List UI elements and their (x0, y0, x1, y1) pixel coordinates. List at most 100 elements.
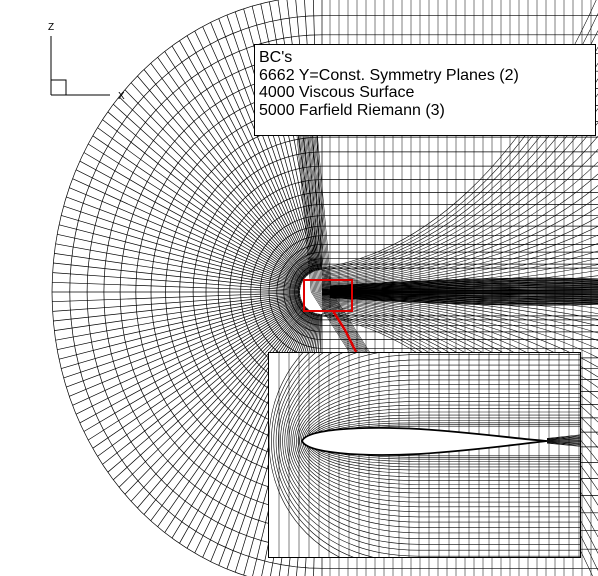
wake-cluster-line (329, 289, 598, 292)
radial-grid-line (157, 309, 309, 527)
zoom-connector (331, 310, 358, 353)
radial-grid-line (97, 303, 304, 457)
wake-cluster-line (329, 285, 598, 290)
inset-c-line (275, 353, 580, 557)
radial-grid-line (92, 135, 304, 281)
radial-grid-line (130, 307, 307, 502)
wake-grid-line (321, 122, 598, 279)
wake-cluster-line (329, 296, 598, 303)
radial-grid-line (63, 298, 302, 379)
wake-cluster-line (329, 281, 598, 288)
radial-grid-line (79, 301, 303, 424)
legend-title: BC's (259, 49, 293, 66)
wake-cluster-line (329, 295, 598, 303)
radial-grid-line (92, 303, 304, 449)
wake-cluster-line (329, 284, 598, 289)
inset-mesh (269, 353, 580, 557)
zoom-box (303, 279, 353, 312)
radial-grid-line (218, 18, 314, 272)
radial-grid-line (194, 311, 312, 554)
radial-grid-line (66, 196, 302, 286)
radial-grid-line (179, 310, 311, 544)
inset-c-line (273, 353, 375, 557)
wake-grid-line (321, 206, 598, 286)
airfoil-shape (301, 427, 548, 456)
radial-grid-line (113, 103, 306, 279)
wake-cluster-line (329, 284, 598, 290)
wake-grid-line (321, 108, 598, 278)
wake-cluster-line (329, 297, 598, 306)
c-grid-line (69, 15, 598, 569)
wake-cluster-line (329, 295, 598, 301)
inset-c-line (298, 384, 580, 498)
radial-grid-line (118, 306, 306, 488)
wake-cluster-line (329, 281, 598, 289)
c-grid-line (276, 244, 598, 340)
wake-cluster-line (329, 277, 598, 287)
wake-cluster-line (329, 294, 598, 300)
c-grid-line (86, 34, 598, 550)
wake-cluster-line (329, 290, 598, 292)
wake-grid-line (321, 173, 598, 283)
legend-entry-symmetry: 6662 Y=Const. Symmetry Planes (2) (259, 66, 519, 84)
wake-cluster-line (329, 286, 598, 290)
inset-wake-line (546, 437, 580, 440)
radial-grid-line (130, 82, 307, 277)
radial-grid-line (171, 310, 311, 539)
c-grid-line (205, 165, 598, 419)
radial-grid-line (72, 300, 302, 406)
wake-cluster-line (329, 295, 598, 302)
radial-grid-line (69, 187, 302, 285)
legend-entry-farfield: 5000 Farfield Riemann (3) (259, 101, 445, 119)
c-grid-line (150, 105, 598, 479)
radial-grid-line (59, 224, 301, 288)
wake-cluster-line (329, 288, 598, 291)
wake-cluster-line (329, 295, 598, 300)
radial-grid-line (107, 305, 305, 473)
c-grid-line (165, 121, 598, 463)
radial-grid-line (63, 205, 302, 286)
inset-wake-line (546, 438, 580, 441)
zoom-region (303, 279, 358, 353)
wake-cluster-line (329, 283, 598, 289)
inset-wake-line (546, 442, 580, 445)
inset-wake-line (546, 435, 580, 440)
wake-cluster-line (329, 280, 598, 288)
wake-cluster-line (329, 292, 598, 295)
wake-cluster-line (329, 293, 598, 296)
c-grid-line (289, 258, 598, 326)
radial-grid-line (97, 127, 304, 281)
wake-grid-line (321, 185, 598, 284)
wake-cluster-line (329, 286, 598, 291)
radial-grid-line (143, 308, 308, 515)
inset-wake-line (546, 436, 580, 440)
c-grid-line (297, 267, 598, 317)
inset-wake-line (546, 434, 580, 439)
radial-grid-line (150, 62, 309, 276)
inset-wake-line (546, 439, 580, 441)
c-grid-line (179, 136, 598, 448)
wake-cluster-line (329, 288, 598, 292)
inset-c-line (294, 374, 580, 508)
radial-grid-line (171, 45, 311, 274)
radial-grid-line (66, 298, 302, 388)
wake-cluster-line (329, 292, 598, 296)
wake-grid-line (321, 93, 598, 277)
radial-grid-line (55, 243, 301, 289)
radial-grid-line (88, 302, 304, 441)
x-axis-label: X (118, 91, 125, 102)
legend-entry-viscous: 4000 Viscous Surface (259, 84, 415, 101)
wake-cluster-line (329, 294, 598, 298)
radial-grid-line (61, 215, 301, 287)
inset-mesh-lines (269, 353, 580, 557)
radial-grid-line (57, 295, 301, 351)
inset-wake-line (546, 442, 580, 447)
radial-grid-line (52, 281, 301, 292)
c-grid-line (268, 235, 598, 349)
radial-grid-line (83, 302, 303, 432)
wake-cluster-line (329, 279, 598, 288)
wake-grid-line (321, 136, 598, 280)
c-grid-line (103, 52, 598, 532)
radial-grid-line (186, 35, 312, 274)
